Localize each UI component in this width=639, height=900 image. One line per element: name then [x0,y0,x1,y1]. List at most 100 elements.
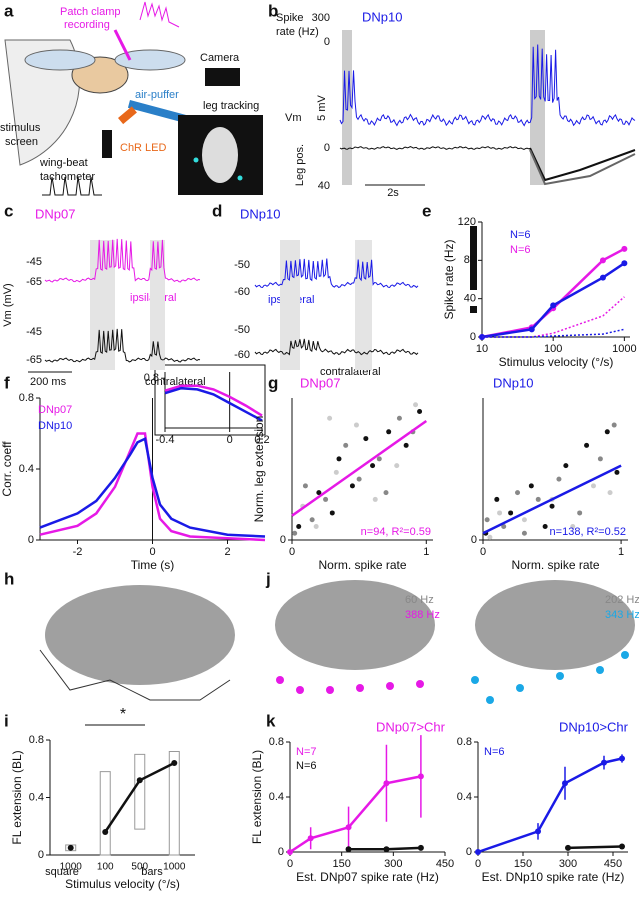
axis [49,740,195,856]
data-point [584,442,590,448]
x-tick-label: 500 [131,862,148,873]
y-tick-label: 0.8 [19,392,34,404]
y-tick-label: 0.4 [29,791,44,803]
data-point [515,490,521,496]
led [117,106,137,125]
range-box [99,771,111,856]
data-point [542,523,548,529]
series-line [482,328,625,338]
data-point [329,510,335,516]
series-line [567,845,623,850]
wing [114,49,186,71]
x-tick-label: 1 [618,546,624,558]
panel-letter: g [268,373,278,392]
data-point [597,456,603,462]
x-tick-label: 300 [384,858,402,870]
x-tick-label: 2 [224,546,230,558]
label: -65 [26,354,42,366]
data-point [413,402,419,408]
data-point [562,780,568,787]
label: -60 [234,286,250,298]
x-tick-label: 1000 [60,862,83,873]
data-point [621,245,628,252]
label: 200 ms [30,376,67,388]
label: -65 [26,276,42,288]
data-point [313,523,319,529]
data-point [565,844,571,851]
leg-trace [529,149,636,186]
data-point [599,257,606,264]
x-axis-label: Est. DNp10 spike rate (Hz) [482,870,625,884]
label: Vm (mV) [2,283,14,326]
range-box [168,751,180,856]
annotation: * [120,706,126,723]
label: 5 mV [316,95,328,121]
y-axis-label: FL extension (BL) [250,750,264,844]
data-point [396,415,402,421]
trace [139,1,180,28]
series-line [477,757,623,854]
leg-dots [471,651,629,704]
vm-trace [254,258,419,289]
fly-image [45,585,235,685]
y-tick-label: 0 [470,331,476,343]
data-point [102,829,109,835]
label: recording [64,19,110,31]
data-point [417,844,424,851]
y-tick-label: 0 [471,534,477,546]
data-point [171,760,178,766]
x-tick-label: 150 [514,858,532,870]
data-point [336,456,342,462]
data-point [376,456,382,462]
data-point [383,780,390,787]
data-point [508,510,514,516]
data-point [487,534,493,540]
electrode [113,29,132,61]
data-point [535,828,541,835]
y-tick-label: 80 [464,254,476,266]
axis [481,222,630,338]
panel-letter: h [4,569,14,588]
annotation: N=6 [510,244,531,256]
label: Vm [285,112,302,124]
x-axis-label: Time (s) [131,558,175,572]
data-point [535,496,541,502]
data-point [494,496,500,502]
y-tick-label: 0.8 [457,736,472,748]
panel-letter: f [4,373,10,392]
label: air-puffer [135,89,179,101]
y-tick-label: 0.4 [19,463,34,475]
x-axis-label: Est. DNp07 spike rate (Hz) [296,870,439,884]
label: -45 [26,326,42,338]
series-line [291,419,428,517]
data-point [619,843,625,850]
stim-symbol [470,226,477,290]
series-line [39,436,266,538]
data-point [394,463,400,469]
data-point [136,777,143,784]
data-point [521,517,527,523]
fly-image [475,580,635,670]
series-line [482,464,622,535]
data-point [343,442,349,448]
data-point [621,260,628,267]
data-point [563,463,569,469]
data-point [590,483,596,489]
data-point [550,302,557,309]
x-tick-label: -0.4 [156,434,175,446]
x-tick-label: 0 [480,546,486,558]
fly-image [275,580,435,670]
stim-band [150,240,165,370]
annotation: N=7 [296,746,317,758]
wing [24,49,96,71]
x-tick-label: 1000 [163,862,186,873]
label: DNp07 [35,206,75,221]
annotation: N=6 [296,760,317,772]
annotation: DNp10 [38,420,72,432]
label: Leg pos. [294,144,306,186]
data-point [349,483,355,489]
y-tick-label: 0 [38,849,44,861]
leg-trace [339,146,531,150]
data-point [316,490,322,496]
data-point [333,469,339,475]
